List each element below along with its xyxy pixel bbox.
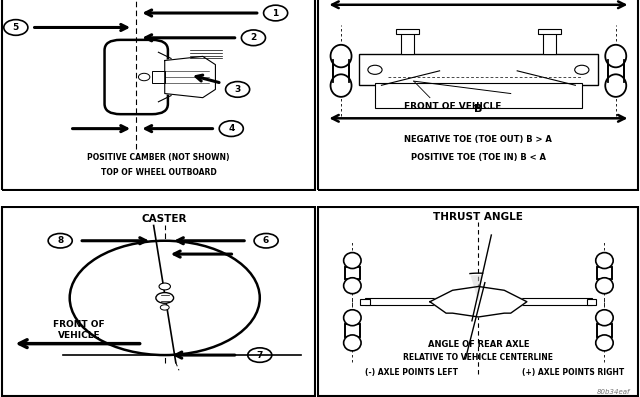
Text: CAMBER: CAMBER (150, 0, 199, 2)
Text: 5: 5 (13, 23, 19, 32)
Ellipse shape (344, 252, 361, 268)
Circle shape (160, 305, 169, 310)
Circle shape (368, 65, 382, 74)
Text: B: B (474, 104, 483, 114)
Text: RELATIVE TO VEHICLE CENTERLINE: RELATIVE TO VEHICLE CENTERLINE (403, 353, 554, 362)
Text: 4: 4 (228, 124, 234, 133)
Bar (501, 298, 591, 305)
Text: NEGATIVE TOE (TOE OUT) B > A: NEGATIVE TOE (TOE OUT) B > A (404, 135, 552, 144)
Ellipse shape (330, 45, 351, 67)
Ellipse shape (596, 335, 613, 351)
Ellipse shape (344, 278, 361, 294)
Text: CASTER: CASTER (142, 214, 188, 224)
Polygon shape (430, 287, 527, 317)
Bar (538, 29, 561, 34)
Circle shape (70, 241, 260, 355)
Text: 3: 3 (234, 85, 241, 94)
Bar (608, 60, 624, 81)
Ellipse shape (605, 74, 627, 97)
Text: 8: 8 (57, 236, 63, 245)
Polygon shape (164, 56, 216, 98)
Text: 7: 7 (257, 351, 263, 360)
Text: 1: 1 (273, 8, 279, 17)
Ellipse shape (330, 74, 351, 97)
Ellipse shape (344, 335, 361, 351)
Text: FRONT OF VEHICLE: FRONT OF VEHICLE (404, 102, 501, 111)
Text: (-) AXLE POINTS LEFT: (-) AXLE POINTS LEFT (365, 368, 458, 378)
Circle shape (159, 283, 170, 290)
Text: 6: 6 (263, 236, 269, 245)
Text: ANGLE OF REAR AXLE: ANGLE OF REAR AXLE (428, 340, 529, 349)
Ellipse shape (596, 278, 613, 294)
Bar (359, 54, 598, 85)
Bar (543, 29, 556, 54)
Circle shape (575, 65, 589, 74)
Bar (587, 299, 596, 304)
Bar (375, 83, 582, 108)
Text: (+) AXLE POINTS RIGHT: (+) AXLE POINTS RIGHT (522, 368, 624, 378)
Ellipse shape (344, 310, 361, 326)
Bar (333, 60, 349, 81)
Text: A: A (474, 0, 483, 1)
Bar (597, 324, 612, 337)
Text: POSITIVE CAMBER (NOT SHOWN): POSITIVE CAMBER (NOT SHOWN) (87, 153, 230, 162)
Bar (345, 324, 360, 337)
Text: 80b34eaf: 80b34eaf (597, 389, 630, 395)
Circle shape (156, 293, 173, 303)
Bar (597, 267, 612, 279)
Bar (396, 29, 419, 34)
Bar (365, 298, 456, 305)
Text: POSITIVE TOE (TOE IN) B < A: POSITIVE TOE (TOE IN) B < A (411, 153, 546, 162)
Ellipse shape (605, 45, 627, 67)
Text: 2: 2 (250, 33, 257, 42)
Bar (345, 267, 360, 279)
Ellipse shape (596, 310, 613, 326)
Ellipse shape (596, 252, 613, 268)
Wedge shape (470, 275, 483, 302)
Text: THRUST ANGLE: THRUST ANGLE (433, 212, 524, 222)
Bar (152, 71, 164, 83)
Bar (360, 299, 370, 304)
Text: FRONT OF
VEHICLE: FRONT OF VEHICLE (53, 320, 105, 340)
Bar (401, 29, 414, 54)
Text: TOP OF WHEEL OUTBOARD: TOP OF WHEEL OUTBOARD (100, 168, 216, 177)
